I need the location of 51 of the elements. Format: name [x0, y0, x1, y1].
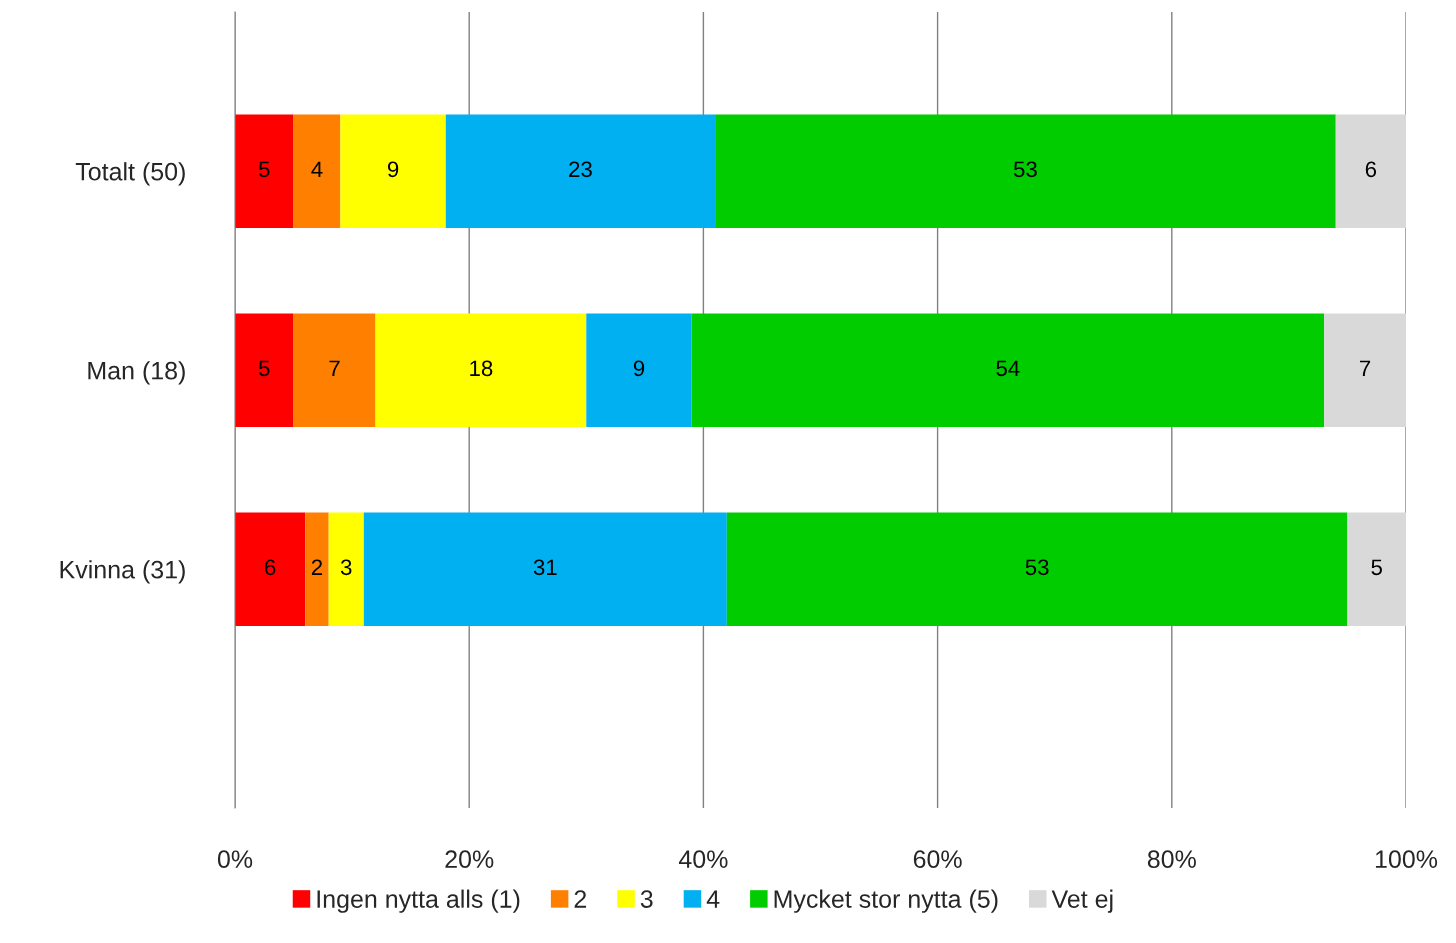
x-tick-label: 20%	[445, 850, 494, 869]
bar	[235, 313, 294, 427]
bar	[586, 313, 692, 427]
bar	[1335, 114, 1406, 228]
legend-label: Mycket stor nytta (5)	[774, 889, 998, 913]
bar	[328, 512, 364, 626]
data-label: 9	[387, 161, 399, 178]
x-tick-label: 100%	[1375, 850, 1438, 869]
data-label: 5	[1371, 559, 1382, 576]
data-label: 18	[470, 360, 493, 377]
bar	[293, 114, 341, 228]
data-label: 53	[1013, 161, 1037, 178]
data-label: 2	[311, 559, 323, 575]
x-tick-label: 40%	[678, 850, 728, 869]
data-label: 6	[265, 559, 276, 576]
data-label: 3	[340, 559, 352, 576]
data-label: 7	[329, 360, 340, 376]
bar	[691, 313, 1325, 427]
bar	[375, 313, 587, 427]
data-label: 4	[311, 161, 323, 177]
bar	[726, 512, 1348, 626]
data-label: 31	[533, 559, 557, 576]
data-label: 23	[569, 161, 592, 178]
x-tick-label: 60%	[913, 850, 962, 869]
bar	[293, 313, 376, 427]
y-tick-label: Man (18)	[88, 361, 185, 385]
bar	[305, 512, 329, 626]
bar	[715, 114, 1336, 228]
data-label: 53	[1025, 559, 1049, 576]
bar	[363, 512, 727, 626]
data-label: 5	[258, 360, 270, 377]
bar	[235, 114, 294, 228]
y-tick-label: Kvinna (31)	[60, 560, 185, 584]
bar	[340, 114, 446, 228]
legend-label: 4	[706, 890, 720, 908]
legend-label: Vet ej	[1051, 889, 1113, 913]
legend-label: Ingen nytta alls (1)	[317, 889, 520, 913]
bar	[445, 114, 716, 228]
bar	[235, 512, 306, 626]
data-label: 7	[1359, 360, 1371, 376]
y-tick-label: Totalt (50)	[75, 162, 185, 186]
data-label: 54	[996, 360, 1020, 377]
x-tick-label: 0%	[217, 850, 253, 869]
legend-label: 3	[640, 890, 653, 908]
data-label: 5	[258, 161, 270, 178]
legend-label: 2	[574, 890, 587, 908]
data-label: 9	[633, 360, 645, 377]
x-tick-label: 80%	[1147, 850, 1196, 869]
data-label: 6	[1365, 161, 1377, 178]
bar	[1324, 313, 1406, 427]
bar	[1347, 512, 1406, 626]
